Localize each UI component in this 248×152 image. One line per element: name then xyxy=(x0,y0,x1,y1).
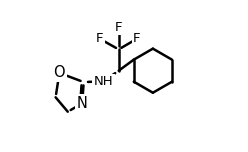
Text: O: O xyxy=(54,66,65,80)
Text: F: F xyxy=(133,32,141,45)
Text: F: F xyxy=(115,21,123,34)
Text: NH: NH xyxy=(94,75,113,88)
Text: N: N xyxy=(77,96,88,111)
Text: F: F xyxy=(96,32,103,45)
